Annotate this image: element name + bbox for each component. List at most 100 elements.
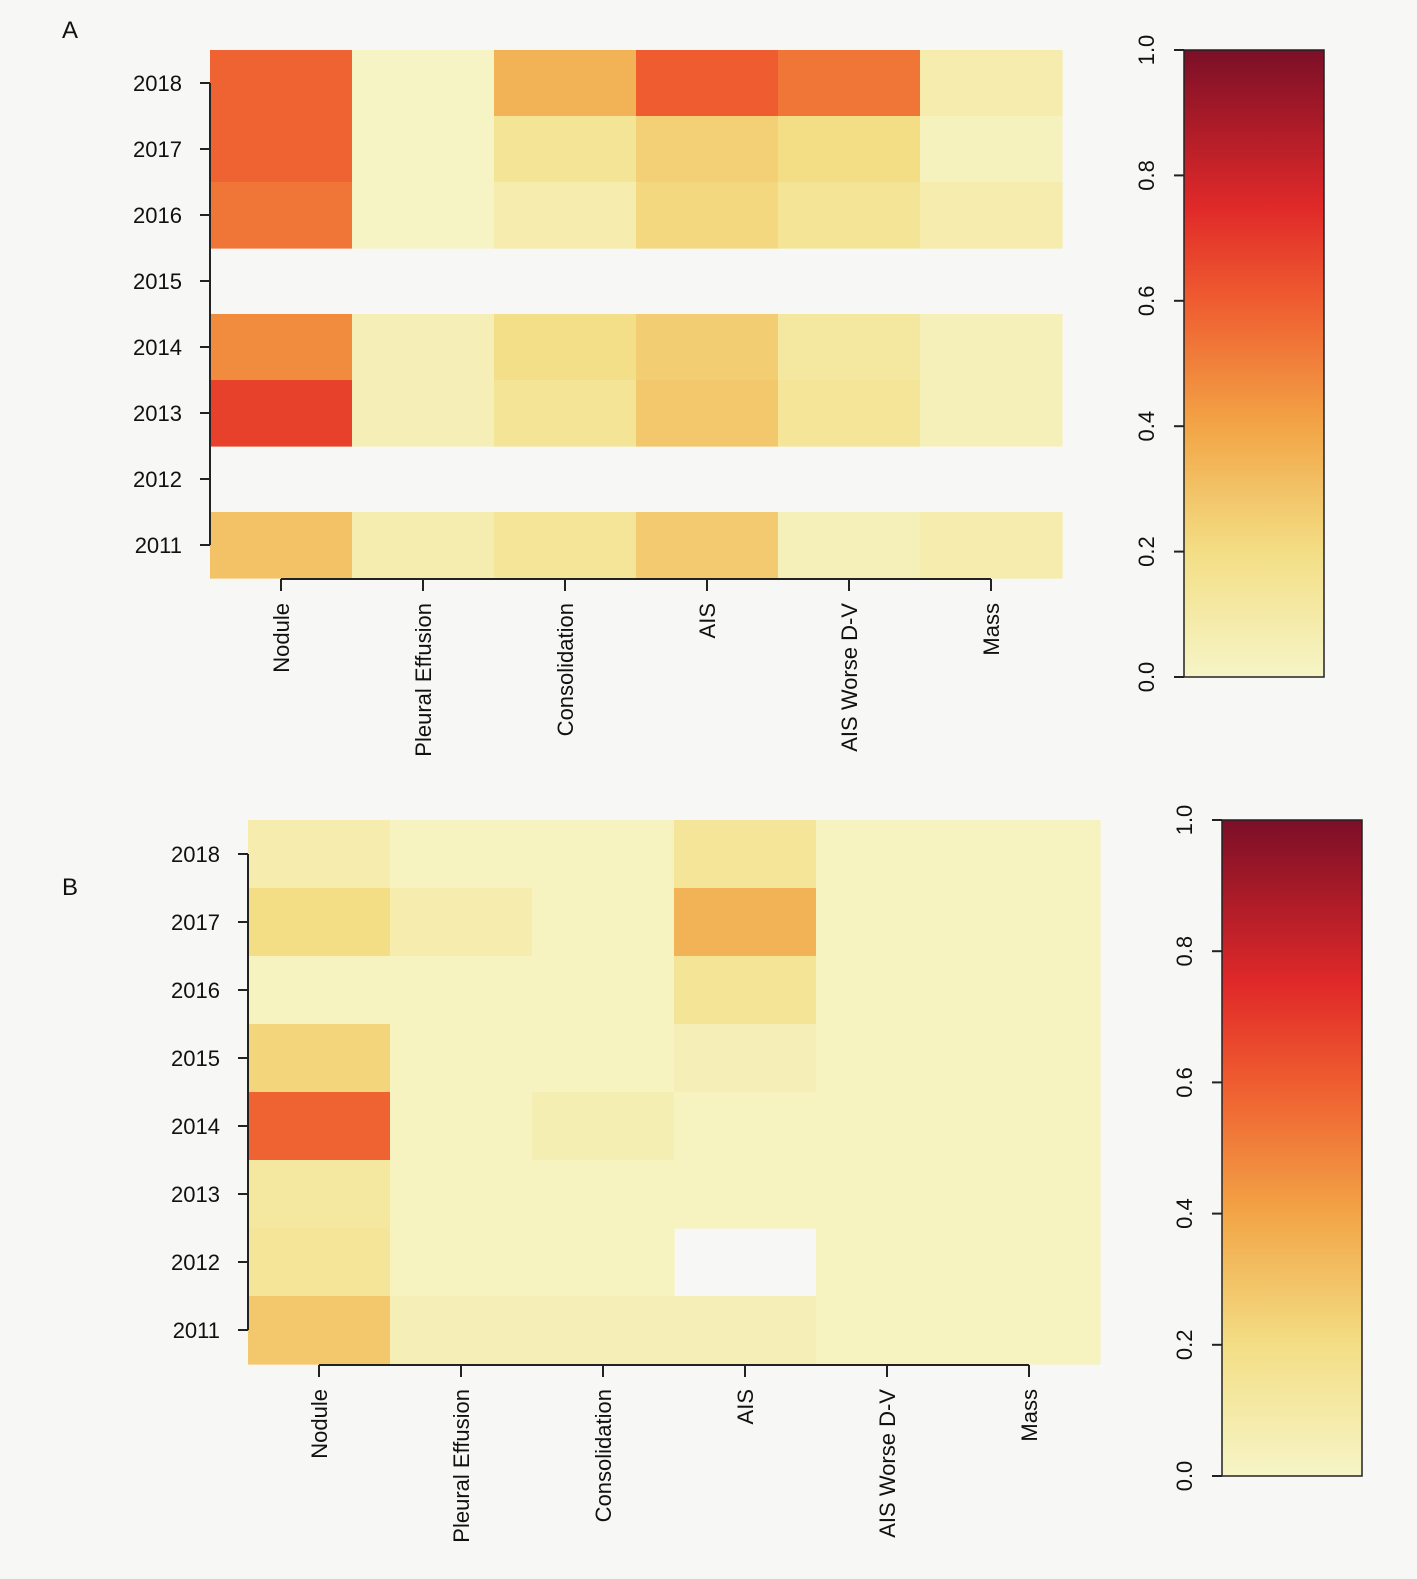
- colorbar-tick-label: 0.4: [1172, 1198, 1197, 1229]
- heatmap-cell: [532, 1092, 675, 1161]
- heatmap-cell: [816, 1160, 959, 1229]
- heatmap-cell: [390, 1296, 533, 1365]
- heatmap-cell: [958, 888, 1101, 957]
- heatmap-cell: [778, 512, 921, 579]
- y-tick-label: 2013: [133, 401, 182, 426]
- heatmap-cell: [248, 1228, 391, 1297]
- heatmap-cell: [352, 116, 495, 183]
- heatmap-cell: [958, 956, 1101, 1025]
- colorbar: [1221, 819, 1363, 1477]
- heatmap-cell: [816, 956, 959, 1025]
- colorbar-tick-label: 1.0: [1134, 35, 1159, 66]
- heatmap-cell: [352, 380, 495, 447]
- heatmap-cell: [390, 956, 533, 1025]
- heatmap-cell: [778, 380, 921, 447]
- heatmap-cell: [532, 1228, 675, 1297]
- colorbar-tick-label: 0.2: [1134, 536, 1159, 567]
- x-tick-label: Nodule: [269, 603, 294, 673]
- heatmap-cell: [210, 50, 353, 117]
- heatmap-cell: [674, 1160, 817, 1229]
- heatmap-cell: [920, 50, 1063, 117]
- heatmap-cell: [816, 820, 959, 889]
- heatmap-cell: [958, 1160, 1101, 1229]
- heatmap-cell: [532, 1296, 675, 1365]
- heatmap-cell: [210, 314, 353, 381]
- heatmap-cell: [920, 380, 1063, 447]
- y-tick-label: 2018: [133, 71, 182, 96]
- colorbar-tick-label: 0.0: [1172, 1461, 1197, 1492]
- heatmap-cell: [352, 182, 495, 249]
- heatmap-cell: [494, 50, 637, 117]
- heatmap-cell: [248, 1296, 391, 1365]
- colorbar-tick-label: 0.8: [1134, 160, 1159, 191]
- heatmap-cell: [248, 820, 391, 889]
- heatmap-cell: [958, 1024, 1101, 1093]
- heatmap-cell: [210, 116, 353, 183]
- heatmap-cell: [494, 380, 637, 447]
- colorbar-tick-label: 0.6: [1172, 1067, 1197, 1098]
- heatmap-cell: [248, 1024, 391, 1093]
- heatmap-cell: [674, 888, 817, 957]
- x-tick-label: Mass: [979, 603, 1004, 656]
- y-tick-label: 2011: [173, 1318, 220, 1343]
- heatmap-cell: [816, 1296, 959, 1365]
- heatmap-cell: [532, 956, 675, 1025]
- heatmap-cell: [674, 1024, 817, 1093]
- y-tick-label: 2012: [133, 467, 182, 492]
- y-tick-label: 2012: [171, 1250, 220, 1275]
- heatmap-cell: [532, 820, 675, 889]
- x-tick-label: Pleural Effusion: [411, 603, 436, 757]
- x-tick-label: Pleural Effusion: [449, 1389, 474, 1543]
- y-tick-label: 2018: [171, 842, 220, 867]
- heatmap-cell: [210, 380, 353, 447]
- heatmap-cell: [816, 1024, 959, 1093]
- heatmap-cell: [674, 820, 817, 889]
- heatmap-cell: [494, 512, 637, 579]
- colorbar-tick-label: 0.2: [1172, 1330, 1197, 1361]
- x-tick-label: AIS: [695, 603, 720, 638]
- heatmap-cell: [920, 116, 1063, 183]
- heatmap-cell: [494, 116, 637, 183]
- y-tick-label: 2015: [133, 269, 182, 294]
- heatmap-cell: [210, 512, 353, 579]
- heatmap-cell: [920, 512, 1063, 579]
- heatmap-cell: [248, 888, 391, 957]
- heatmap-cell: [248, 1160, 391, 1229]
- heatmap-cell: [778, 314, 921, 381]
- heatmap-cell: [674, 1092, 817, 1161]
- colorbar-tick-label: 0.6: [1134, 286, 1159, 317]
- heatmap-cell: [352, 314, 495, 381]
- heatmap-cell: [636, 380, 779, 447]
- heatmap-cell: [390, 1024, 533, 1093]
- heatmap-cell: [532, 1024, 675, 1093]
- heatmap-cell: [958, 1092, 1101, 1161]
- panel-label: A: [62, 17, 78, 44]
- x-tick-label: AIS Worse D-V: [837, 603, 862, 752]
- heatmap-cell: [248, 956, 391, 1025]
- y-tick-label: 2016: [171, 978, 220, 1003]
- heatmap-cell: [532, 1160, 675, 1229]
- heatmap-cell: [958, 1296, 1101, 1365]
- x-tick-label: AIS Worse D-V: [875, 1389, 900, 1538]
- colorbar: [1183, 49, 1325, 678]
- colorbar-tick-label: 0.8: [1172, 936, 1197, 967]
- heatmap-cell: [778, 182, 921, 249]
- y-tick-label: 2017: [171, 910, 220, 935]
- heatmap-cell: [352, 512, 495, 579]
- heatmap-cell: [636, 182, 779, 249]
- colorbar-tick-label: 1.0: [1172, 805, 1197, 836]
- panel-b: B 2018 2017 2016 2015 2014 2013 2012 2011 Nodule P…: [62, 805, 1363, 1543]
- heatmap-cell: [532, 888, 675, 957]
- heatmap-cell: [494, 314, 637, 381]
- y-tick-label: 2013: [171, 1182, 220, 1207]
- x-tick-label: Consolidation: [591, 1389, 616, 1522]
- heatmap-cell: [778, 50, 921, 117]
- heatmap-cell: [816, 1228, 959, 1297]
- heatmap-cell: [674, 956, 817, 1025]
- heatmap-cell: [390, 1228, 533, 1297]
- heatmap-cell: [390, 1160, 533, 1229]
- heatmap-cell: [636, 50, 779, 117]
- heatmap-cell: [920, 314, 1063, 381]
- heatmap-cell: [958, 820, 1101, 889]
